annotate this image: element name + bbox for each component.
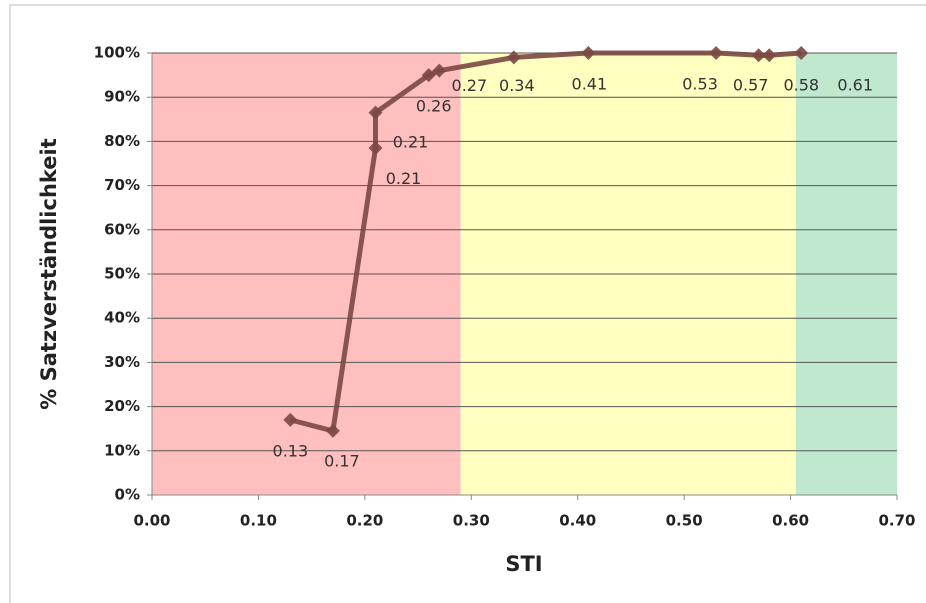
y-tick-label: 70% (104, 176, 140, 194)
y-tick-label: 0% (115, 486, 140, 504)
data-label: 0.26 (416, 97, 452, 116)
marker (368, 105, 383, 120)
x-axis-title: STI (505, 552, 542, 576)
data-label: 0.21 (393, 133, 429, 152)
y-tick-label: 50% (104, 265, 140, 283)
data-label: 0.34 (499, 76, 535, 95)
x-tick-label: 0.00 (133, 512, 170, 530)
data-label: 0.57 (733, 76, 769, 95)
marker (506, 50, 521, 65)
x-tick-label: 0.40 (559, 512, 596, 530)
y-tick-label: 20% (104, 397, 140, 415)
data-label: 0.53 (682, 75, 718, 94)
y-tick-label: 90% (104, 88, 140, 106)
marker (709, 46, 724, 60)
marker (368, 141, 383, 156)
x-tick-label: 0.50 (666, 512, 703, 530)
x-tick-label: 0.60 (772, 512, 809, 530)
y-tick-label: 30% (104, 353, 140, 371)
x-tick-label: 0.70 (878, 512, 915, 530)
marker (421, 68, 436, 83)
y-axis-title: % Satzverständlichkeit (37, 138, 61, 410)
y-tick-label: 40% (104, 309, 140, 327)
marker (283, 412, 298, 427)
marker (762, 48, 777, 63)
marker (325, 423, 340, 438)
y-tick-label: 100% (94, 44, 140, 62)
x-tick-label: 0.30 (453, 512, 490, 530)
frame (9, 4, 926, 603)
marker (581, 46, 596, 60)
data-label: 0.58 (783, 76, 819, 95)
data-label: 0.21 (386, 169, 422, 188)
data-label: 0.27 (452, 76, 488, 95)
marker (432, 63, 447, 78)
data-label: 0.13 (273, 441, 309, 460)
y-tick-label: 10% (104, 441, 140, 459)
data-label: 0.61 (837, 76, 873, 95)
x-tick-label: 0.10 (240, 512, 277, 530)
data-label: 0.17 (324, 451, 360, 470)
marker (794, 46, 809, 60)
data-label: 0.41 (572, 75, 608, 94)
x-tick-label: 0.20 (346, 512, 383, 530)
y-tick-label: 60% (104, 220, 140, 238)
marker (751, 48, 766, 63)
y-tick-label: 80% (104, 132, 140, 150)
